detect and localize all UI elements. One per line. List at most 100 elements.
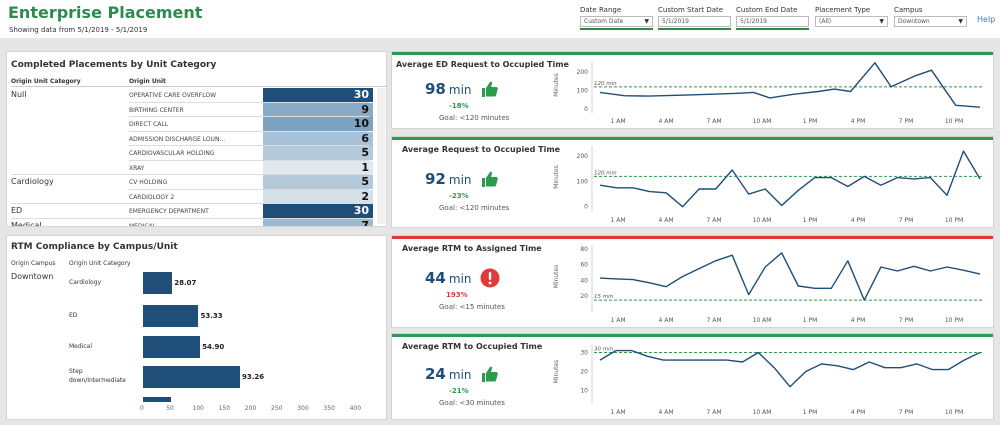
column-header-campus: Origin Campus xyxy=(11,260,56,267)
x-tick-label: 1 AM xyxy=(610,118,625,125)
kpi-status-bar xyxy=(392,52,993,55)
table-row[interactable]: Cardiology CV HOLDING 5 xyxy=(11,175,386,190)
campus-filter[interactable]: Campus Downtown ▼ xyxy=(894,6,967,27)
table-row[interactable]: Null OPERATIVE CARE OVERFLOW 30 xyxy=(11,88,386,103)
x-tick-label: 4 AM xyxy=(658,409,673,416)
series-line[interactable] xyxy=(599,252,981,301)
series-line[interactable] xyxy=(599,150,981,208)
x-tick-label: 10 AM xyxy=(753,409,772,416)
y-tick-label: 0 xyxy=(584,106,588,113)
kpi-percent-change: -21% xyxy=(449,387,469,395)
table-row[interactable]: DIRECT CALL 10 xyxy=(11,117,386,132)
series-line[interactable] xyxy=(599,62,981,108)
row-unit: CARDIOLOGY 2 xyxy=(129,193,175,201)
column-header-category: Origin Unit Category xyxy=(69,260,131,267)
kpi-goal: Goal: <120 minutes xyxy=(439,204,510,212)
header-bar: Enterprise Placement Showing data from 5… xyxy=(0,0,1000,38)
kpi-status-bar xyxy=(392,334,993,337)
custom-end-date-input[interactable]: 5/1/2019 xyxy=(736,16,809,27)
table-row[interactable]: ED EMERGENCY DEPARTMENT 30 xyxy=(11,204,386,219)
date-range-filter[interactable]: Date Range Custom Date ▼ xyxy=(580,6,653,30)
table-row[interactable]: CARDIOLOGY 2 2 xyxy=(11,189,386,204)
kpi-line-chart[interactable]: Minutes 10 20 30 30 min 1 AM 4 AM 7 AM 10 AM 1 PM… xyxy=(550,337,990,420)
x-tick-label: 4 PM xyxy=(851,317,866,324)
filter-label: Placement Type xyxy=(815,6,871,14)
row-category: Cardiology xyxy=(11,177,54,186)
kpi-title: Average ED Request to Occupied Time xyxy=(396,60,569,69)
table-row[interactable]: ADMISSION DISCHARGE LOUN... 6 xyxy=(11,131,386,146)
kpi-status-bar xyxy=(392,236,993,239)
x-tick-label: 4 AM xyxy=(658,118,673,125)
y-tick-label: 40 xyxy=(580,277,588,284)
x-tick-label: 4 AM xyxy=(658,217,673,224)
kpi-card: Average RTM to Occupied Time 24 min -21% Goa… xyxy=(391,333,994,420)
rtm-compliance-panel: RTM Compliance by Campus/Unit Origin Cam… xyxy=(6,235,387,420)
column-header-unit: Origin Unit xyxy=(129,78,166,85)
y-tick-label: 20 xyxy=(580,293,588,300)
row-divider xyxy=(129,188,369,190)
kpi-line-chart[interactable]: Minutes 0 100 200 120 min 1 AM 4 AM 7 AM 10 AM 1 … xyxy=(550,140,990,228)
x-tick-label: 4 PM xyxy=(851,118,866,125)
rtm-axis-tick: 50 xyxy=(166,405,174,412)
rtm-axis-tick: 250 xyxy=(271,405,283,412)
date-range-select[interactable]: Custom Date ▼ xyxy=(580,16,653,27)
x-tick-label: 10 AM xyxy=(753,317,772,324)
y-tick-label: 0 xyxy=(584,204,588,211)
row-unit: ADMISSION DISCHARGE LOUN... xyxy=(129,135,226,143)
row-divider xyxy=(129,145,369,146)
kpi-card: Average Request to Occupied Time 92 min -23… xyxy=(391,136,994,228)
filter-label: Date Range xyxy=(580,6,622,14)
campus-select[interactable]: Downtown ▼ xyxy=(894,16,967,27)
custom-start-date-input[interactable]: 5/1/2019 xyxy=(658,16,731,27)
vertical-scrollbar[interactable] xyxy=(377,88,385,224)
table-row[interactable]: XRAY 1 xyxy=(11,160,386,175)
rtm-axis-tick: 400 xyxy=(349,405,362,412)
placement-type-filter[interactable]: Placement Type (All) ▼ xyxy=(815,6,888,27)
rtm-category-label: Cardiology xyxy=(69,279,102,286)
kpi-value: 98 min xyxy=(425,80,472,98)
custom-start-date-filter[interactable]: Custom Start Date 5/1/2019 xyxy=(658,6,731,30)
kpi-title: Average RTM to Occupied Time xyxy=(402,342,543,351)
y-tick-label: 60 xyxy=(580,262,588,269)
dropdown-caret-icon[interactable]: ▼ xyxy=(644,18,649,25)
row-divider xyxy=(11,217,369,219)
dropdown-caret-icon[interactable]: ▼ xyxy=(958,18,963,25)
rtm-bar-partial[interactable] xyxy=(143,397,171,402)
table-row[interactable]: BIRTHING CENTER 9 xyxy=(11,102,386,117)
row-unit: BIRTHING CENTER xyxy=(129,106,184,114)
rtm-bar-value: 28.07 xyxy=(174,279,197,287)
x-tick-label: 10 PM xyxy=(945,409,963,416)
rtm-axis-tick: 100 xyxy=(192,405,204,412)
rtm-axis-tick: 0 xyxy=(140,405,144,412)
row-unit: CV HOLDING xyxy=(129,179,168,186)
row-category: Null xyxy=(11,90,27,99)
kpi-line-chart[interactable]: Minutes 20 40 60 80 15 min 1 AM 4 AM 7 AM 10 AM 1 … xyxy=(550,239,990,328)
filter-value: Custom Date xyxy=(584,18,624,25)
row-unit: CARDIOVASCULAR HOLDING xyxy=(129,150,215,157)
rtm-bar[interactable] xyxy=(143,305,199,327)
series-line[interactable] xyxy=(599,349,981,388)
rtm-bar[interactable] xyxy=(143,272,173,294)
table-row[interactable]: Medical MEDICAL 7 xyxy=(11,218,386,226)
kpi-percent-change: -18% xyxy=(449,102,469,110)
kpi-number: 24 xyxy=(425,365,446,383)
help-link[interactable]: Help xyxy=(977,15,996,24)
placement-type-select[interactable]: (All) ▼ xyxy=(815,16,888,27)
kpi-unit: min xyxy=(448,368,472,382)
table-row[interactable]: CARDIOVASCULAR HOLDING 5 xyxy=(11,146,386,161)
rtm-bar[interactable] xyxy=(143,366,241,388)
kpi-line-chart[interactable]: Minutes 0 100 200 120 min 1 AM 4 AM 7 AM 10 AM 1 … xyxy=(550,55,990,129)
custom-end-date-filter[interactable]: Custom End Date 5/1/2019 xyxy=(736,6,809,30)
kpi-unit: min xyxy=(448,83,472,97)
row-count-cell: 2 xyxy=(263,189,373,204)
row-count-cell: 30 xyxy=(263,88,373,102)
rtm-bar[interactable] xyxy=(143,336,201,358)
row-divider xyxy=(129,130,369,132)
dropdown-caret-icon[interactable]: ▼ xyxy=(879,18,884,25)
x-tick-label: 7 PM xyxy=(899,409,914,416)
date-range-subtitle: Showing data from 5/1/2019 - 5/1/2019 xyxy=(9,26,148,34)
x-tick-label: 10 AM xyxy=(753,118,772,125)
table-header: Origin Unit Category Origin Unit xyxy=(11,77,386,87)
kpi-number: 98 xyxy=(425,80,446,98)
x-tick-label: 1 PM xyxy=(803,217,818,224)
